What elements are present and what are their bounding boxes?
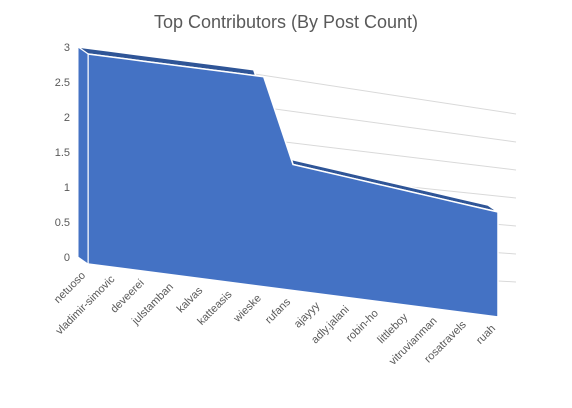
- area-series: [77, 46, 499, 318]
- category-label: vladimir-simovic: [54, 273, 118, 337]
- y-tick-label: 2: [64, 112, 70, 124]
- category-label: ruah: [474, 323, 498, 347]
- category-label: rufans: [263, 296, 293, 326]
- y-tick-label: 2.5: [55, 77, 70, 89]
- y-tick-label: 0.5: [55, 217, 70, 229]
- y-axis-ticks: 0 0.5 1 1.5 2 2.5 3: [55, 42, 70, 264]
- category-label: ajayyy: [292, 300, 323, 331]
- y-tick-label: 3: [64, 42, 70, 54]
- chart-title: Top Contributors (By Post Count): [154, 12, 418, 32]
- area-left-cap: [77, 46, 89, 265]
- y-tick-label: 1.5: [55, 147, 70, 159]
- y-tick-label: 0: [64, 252, 70, 264]
- category-label: wieske: [231, 292, 264, 325]
- category-label: kalvas: [175, 284, 206, 315]
- y-tick-label: 1: [64, 182, 70, 194]
- area-front-face: [87, 53, 499, 318]
